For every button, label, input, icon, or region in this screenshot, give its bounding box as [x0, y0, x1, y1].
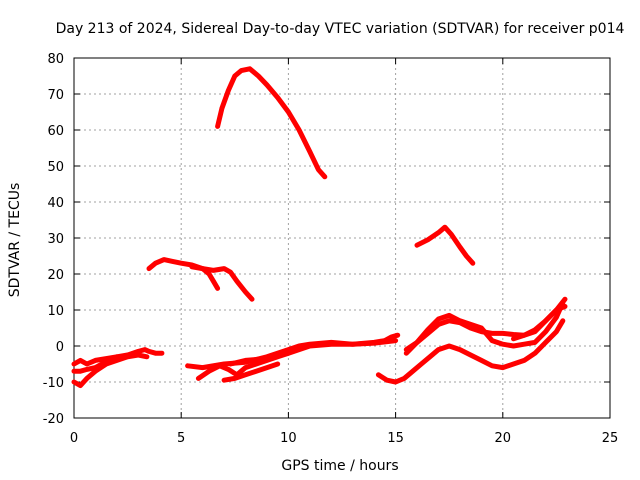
- series-line-arc-9: [221, 361, 281, 383]
- x-tick-label: 25: [602, 431, 619, 446]
- tick-layer: 0 5 10 15 20 25 -20 -10 0 10 20 30 40 50 60 70 80: [43, 52, 619, 446]
- series-line-arc-14: [414, 224, 476, 266]
- y-tick-label: -10: [43, 376, 64, 391]
- x-tick-label: 5: [177, 431, 185, 446]
- series-line-arc-3: [71, 354, 120, 374]
- y-tick-label: 60: [47, 124, 64, 139]
- x-tick-label: 15: [387, 431, 404, 446]
- series-line-arc-5: [189, 264, 255, 302]
- grid-layer: [74, 58, 610, 418]
- x-axis-label: GPS time / hours: [281, 458, 398, 474]
- y-tick-label: -20: [43, 412, 64, 427]
- y-tick-label: 70: [47, 88, 64, 103]
- y-axis-label: SDTVAR / TECUs: [7, 183, 23, 298]
- series-line-arc-4: [146, 257, 221, 291]
- x-tick-label: 10: [280, 431, 297, 446]
- series-layer: [71, 66, 568, 389]
- y-tick-label: 40: [47, 196, 64, 211]
- series-line-arc-15: [511, 303, 568, 342]
- y-tick-label: 0: [56, 340, 64, 355]
- y-tick-label: 50: [47, 160, 64, 175]
- y-tick-label: 80: [47, 52, 64, 67]
- series-line-arc-6: [215, 66, 328, 180]
- y-tick-label: 20: [47, 268, 64, 283]
- y-tick-label: 10: [47, 304, 64, 319]
- series-line-arc-11: [375, 318, 566, 385]
- series-line-arc-1: [71, 347, 165, 367]
- chart-title: Day 213 of 2024, Sidereal Day-to-day VTE…: [56, 21, 625, 37]
- y-tick-label: 30: [47, 232, 64, 247]
- x-tick-label: 20: [495, 431, 512, 446]
- series-line-arc-10: [228, 338, 399, 367]
- x-tick-label: 0: [70, 431, 78, 446]
